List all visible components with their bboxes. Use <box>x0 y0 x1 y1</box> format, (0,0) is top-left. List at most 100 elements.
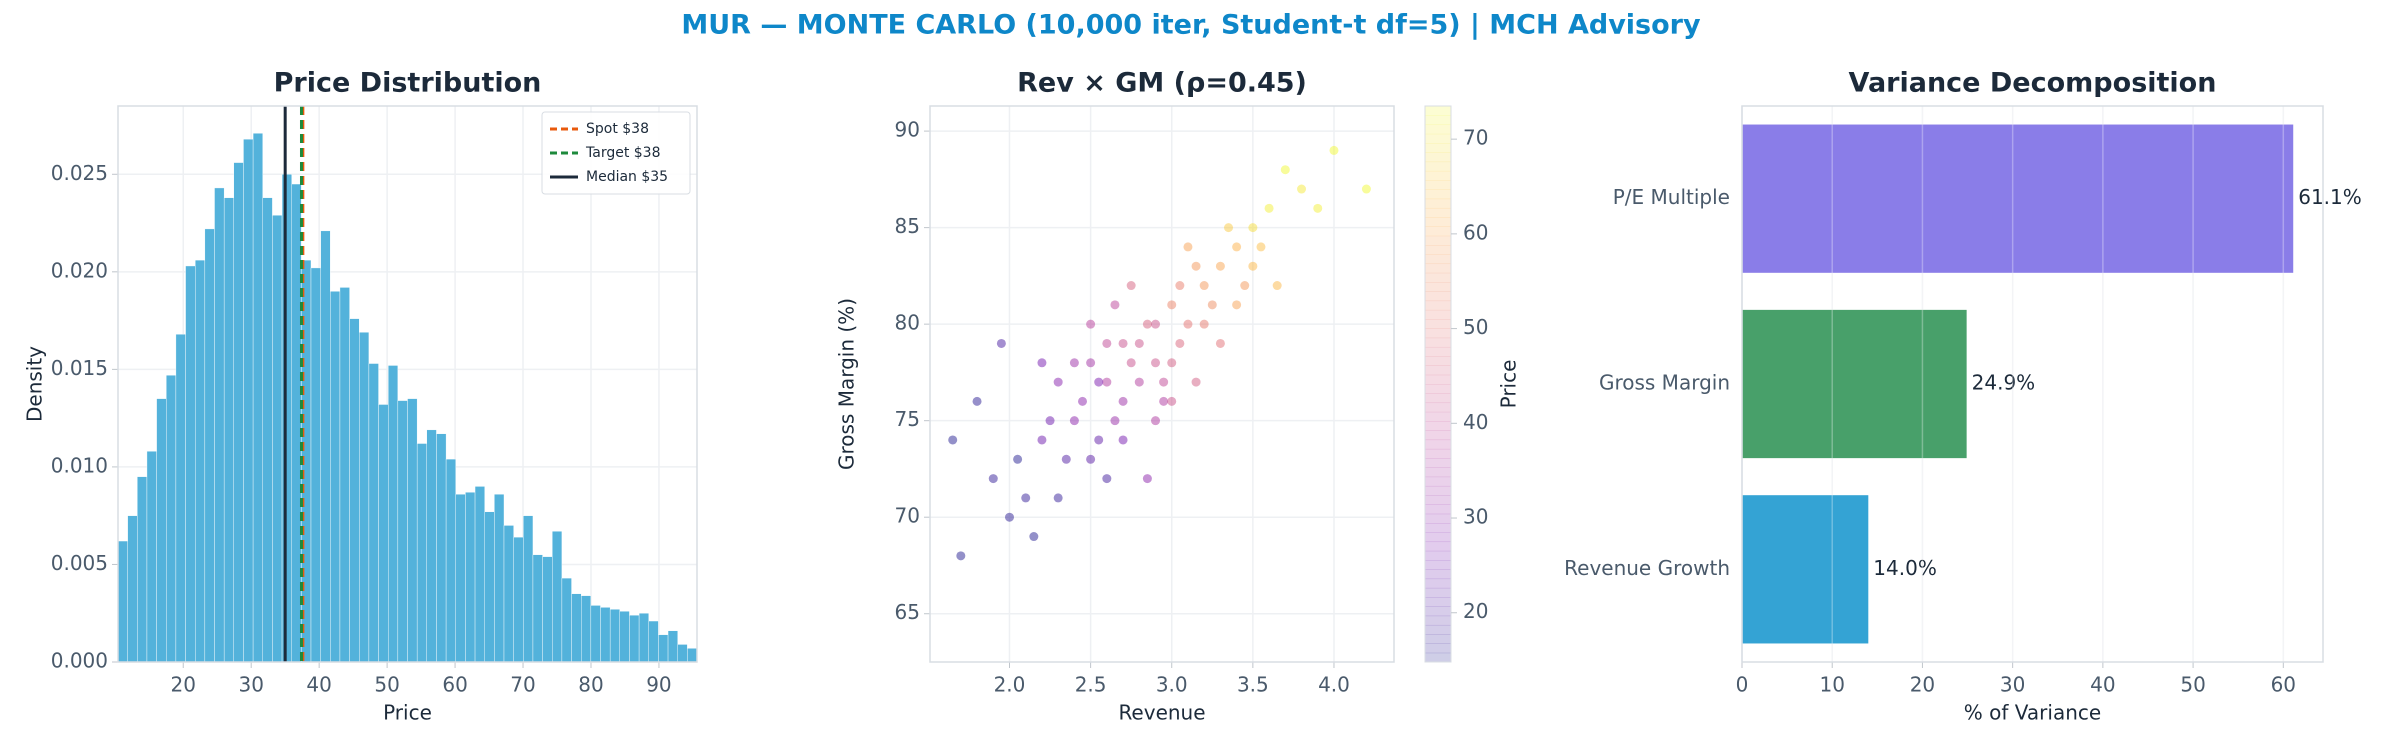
x-tick-label: 60 <box>442 673 467 697</box>
scatter-point <box>1313 203 1323 213</box>
scatter-point <box>1134 338 1144 348</box>
histogram-bar <box>272 215 283 663</box>
colorbar-tick-label: 50 <box>1463 315 1488 339</box>
scatter-point <box>1102 377 1112 387</box>
histogram-bar <box>677 644 688 663</box>
y-tick-label: 70 <box>895 504 920 528</box>
histogram-bar <box>214 187 225 663</box>
histogram-bar <box>619 611 630 663</box>
colorbar-cell <box>1425 346 1451 357</box>
colorbar-cell <box>1425 476 1451 487</box>
scatter-point <box>1094 377 1104 387</box>
colorbar-cell <box>1425 652 1451 663</box>
colorbar-cell <box>1425 152 1451 163</box>
histogram-bar <box>166 375 177 663</box>
histogram-bar <box>204 228 215 663</box>
colorbar-cell <box>1425 374 1451 385</box>
scatter-point <box>1256 242 1266 252</box>
colorbar-tick-label: 20 <box>1463 599 1488 623</box>
colorbar-cell <box>1425 513 1451 524</box>
scatter-point <box>1110 416 1120 426</box>
colorbar-cell <box>1425 328 1451 339</box>
scatter-point <box>1232 242 1242 252</box>
colorbar-cell <box>1425 560 1451 570</box>
colorbar-cell <box>1425 170 1451 181</box>
histogram-bar <box>600 607 611 663</box>
histogram-bar <box>252 133 263 663</box>
colorbar-cell <box>1425 467 1451 478</box>
x-tick-label: 3.0 <box>1156 673 1188 697</box>
histogram-bar <box>474 486 485 663</box>
axes-title: Rev × GM (ρ=0.45) <box>1017 68 1307 99</box>
y-tick-label: 75 <box>895 407 920 431</box>
y-axis-label: Density <box>23 346 47 422</box>
histogram-bar <box>513 536 524 663</box>
y-tick-label: 90 <box>895 118 920 142</box>
colorbar-cell <box>1425 319 1451 329</box>
x-tick-label: 40 <box>2090 673 2115 697</box>
colorbar-cell <box>1425 226 1451 237</box>
colorbar-cell <box>1425 189 1451 200</box>
histogram-bar <box>339 287 350 663</box>
axes-frame <box>117 105 698 663</box>
scatter-point <box>1329 145 1339 155</box>
y-tick-label: 0.005 <box>51 551 108 575</box>
scatter-point <box>1151 416 1161 426</box>
colorbar-cell <box>1425 532 1451 543</box>
x-tick-label: 90 <box>646 673 671 697</box>
colorbar-cell <box>1425 569 1451 580</box>
histogram-bar <box>146 451 157 663</box>
colorbar-tick-label: 40 <box>1463 410 1488 434</box>
y-tick-label: 0.010 <box>51 453 108 477</box>
colorbar-cell <box>1425 300 1451 311</box>
x-tick-label: 20 <box>1910 673 1935 697</box>
colorbar-cell <box>1425 504 1451 515</box>
colorbar-cell <box>1425 523 1451 533</box>
bar <box>1742 309 1967 459</box>
colorbar-cell <box>1425 393 1451 404</box>
histogram-bar <box>667 630 678 663</box>
legend: Spot $38 Target $38 Median $35 <box>541 111 691 195</box>
scatter-point <box>1183 242 1193 252</box>
colorbar-cell <box>1425 495 1451 505</box>
x-axis-label: Price <box>383 701 432 725</box>
y-tick-label: 80 <box>895 311 920 335</box>
colorbar-cell <box>1425 161 1451 172</box>
scatter-point <box>1078 396 1088 406</box>
colorbar-cell <box>1425 282 1451 292</box>
scatter-point <box>1159 396 1169 406</box>
colorbar-cell <box>1425 550 1451 561</box>
colorbar-frame <box>1424 105 1452 663</box>
scatter-point <box>948 435 958 445</box>
scatter-point <box>1272 281 1282 291</box>
histogram-bar <box>426 429 437 663</box>
scatter-point <box>1061 454 1071 464</box>
y-tick-label: Gross Margin <box>1599 371 1730 395</box>
scatter-point <box>1142 474 1152 484</box>
axes-frame <box>1741 105 2324 663</box>
colorbar-cell <box>1425 541 1451 552</box>
colorbar-cell <box>1425 448 1451 459</box>
scatter-point <box>1021 493 1031 503</box>
colorbar-cell <box>1425 365 1451 376</box>
scatter-point <box>1151 319 1161 329</box>
x-axis-label: % of Variance <box>1964 701 2101 725</box>
colorbar-cell <box>1425 309 1451 320</box>
colorbar-cell <box>1425 578 1451 589</box>
scatter-point <box>1004 512 1014 522</box>
x-tick-label: 40 <box>306 673 331 697</box>
histogram-bar <box>542 556 553 663</box>
histogram-bar <box>571 593 582 663</box>
colorbar-cell <box>1425 245 1451 255</box>
colorbar-cell <box>1425 217 1451 227</box>
scatter-point <box>1264 203 1274 213</box>
histogram-bar <box>532 554 543 663</box>
colorbar-cell <box>1425 643 1451 654</box>
scatter-point <box>1118 435 1128 445</box>
colorbar-cell <box>1425 606 1451 617</box>
histogram-bar <box>117 540 128 663</box>
histogram-bar <box>359 332 370 663</box>
histogram-bar <box>194 259 206 663</box>
histogram-bar <box>687 648 698 663</box>
